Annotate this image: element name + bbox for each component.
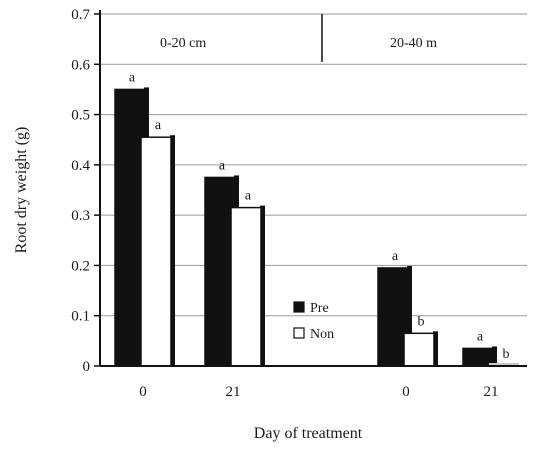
y-tick-label: 0	[83, 359, 91, 375]
x-tick-label: 21	[226, 384, 241, 400]
bar-pre	[114, 88, 146, 367]
significance-label: a	[155, 118, 162, 133]
x-tick-label: 0	[139, 384, 147, 400]
panel-label-left: 0-20 cm	[160, 36, 206, 51]
legend-label-pre: Pre	[310, 301, 329, 316]
significance-label: a	[477, 329, 484, 344]
significance-label: a	[129, 70, 136, 85]
x-tick-label: 21	[484, 384, 499, 400]
bar-shadow	[260, 205, 265, 366]
significance-label: a	[219, 158, 226, 173]
y-tick-label: 0.1	[71, 309, 90, 325]
y-tick-label: 0.6	[71, 57, 90, 73]
labels: 0 0.1 0.2 0.3 0.4 0.5 0.6 0.7 0-20 cm 20-40 m a a 0 a…	[13, 7, 510, 442]
axes	[94, 10, 527, 367]
y-tick-label: 0.5	[71, 108, 90, 124]
legend-swatch-non	[293, 327, 305, 339]
bar-non	[403, 332, 435, 367]
x-tick-label: 0	[402, 384, 410, 400]
legend: Pre Non	[293, 301, 334, 342]
bar-shadow	[407, 265, 412, 366]
y-tick-label: 0.4	[71, 158, 90, 174]
bar-non	[140, 136, 172, 367]
bar-shadow	[433, 331, 438, 366]
bar-pre	[462, 347, 494, 367]
legend-swatch-pre	[293, 301, 305, 313]
bar-non	[489, 363, 519, 366]
y-tick-label: 0.3	[71, 208, 90, 224]
bars	[114, 87, 519, 367]
y-tick-label: 0.2	[71, 258, 90, 274]
y-axis-title: Root dry weight (g)	[13, 127, 30, 254]
significance-label: a	[392, 249, 399, 264]
bar-shadow	[492, 346, 497, 366]
significance-label: b	[503, 347, 510, 362]
y-tick-label: 0.7	[71, 7, 90, 23]
bar-shadow	[170, 135, 175, 366]
panel-label-right: 20-40 m	[390, 36, 437, 51]
significance-label: a	[245, 189, 252, 204]
significance-label: b	[418, 314, 425, 329]
bar-non	[230, 206, 262, 367]
x-axis-title: Day of treatment	[254, 425, 363, 442]
legend-label-non: Non	[310, 327, 334, 342]
